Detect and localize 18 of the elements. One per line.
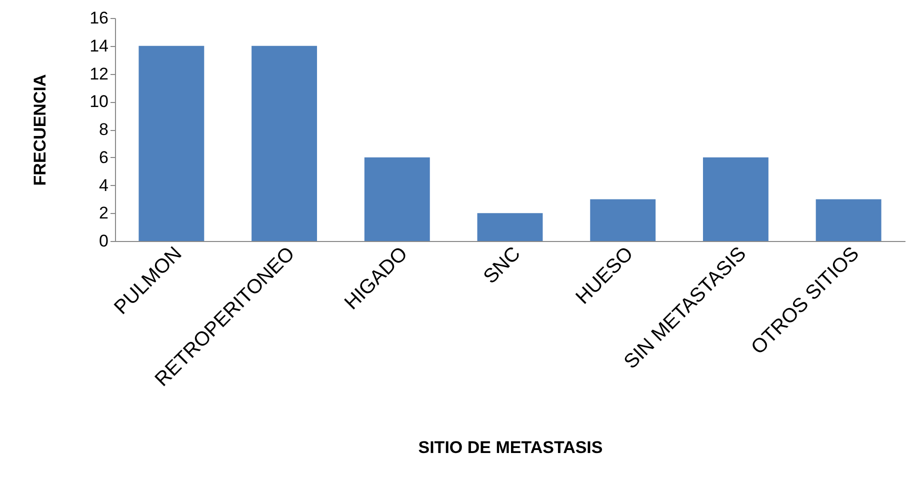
y-tick-label: 8 (99, 120, 108, 139)
y-tick-label: 4 (99, 176, 108, 195)
y-axis-title: FRECUENCIA (30, 74, 50, 186)
bar (590, 199, 656, 241)
x-axis-title: SITIO DE METASTASIS (418, 438, 603, 458)
bar (477, 213, 543, 241)
bar (252, 46, 318, 241)
bar (364, 157, 430, 241)
bar (702, 157, 768, 241)
y-tick-label: 0 (99, 232, 108, 250)
y-tick-label: 16 (90, 8, 108, 28)
y-tick-label: 12 (90, 64, 108, 84)
bar (138, 46, 204, 241)
y-tick-label: 6 (99, 148, 108, 167)
y-tick-label: 10 (90, 92, 108, 112)
bar (816, 199, 882, 241)
y-tick-label: 2 (99, 204, 108, 223)
y-tick-label: 14 (90, 36, 108, 56)
